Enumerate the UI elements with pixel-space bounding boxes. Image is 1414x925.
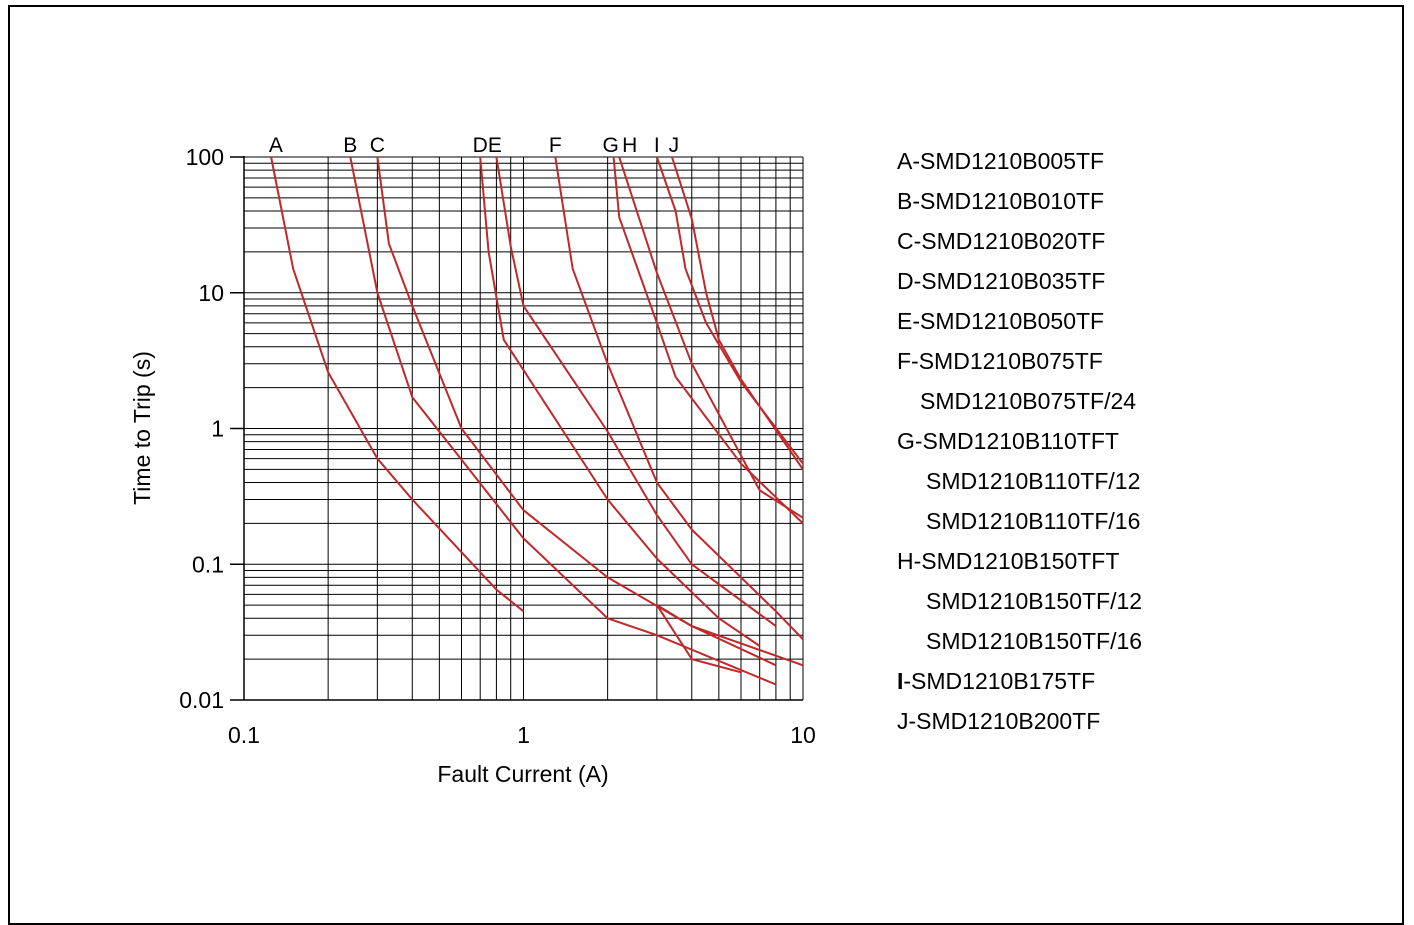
x-axis-label: Fault Current (A): [437, 761, 608, 787]
legend-item: SMD1210B075TF/24: [897, 387, 1142, 427]
series-line-j: [671, 156, 804, 470]
curve-label-h: H: [622, 134, 637, 157]
y-tick-label: 0.01: [179, 687, 224, 713]
series-line-i: [655, 156, 804, 465]
legend: A-SMD1210B005TF B-SMD1210B010TF C-SMD1210B…: [897, 147, 1142, 747]
legend-item-label: H-SMD1210B150TFT: [897, 548, 1120, 574]
legend-item: I-SMD1210B175TF: [897, 667, 1142, 707]
y-tick-label: 1: [211, 416, 224, 442]
series-line-c: [376, 156, 804, 667]
legend-item-label: F-SMD1210B075TF: [897, 348, 1103, 374]
series-line-f: [554, 156, 804, 640]
x-tick-label: 1: [517, 722, 530, 748]
series-line-d: [479, 156, 761, 647]
curve-label-a: A: [269, 134, 283, 157]
series-line-e: [495, 156, 777, 627]
legend-item: D-SMD1210B035TF: [897, 267, 1142, 307]
curve-label-e: E: [488, 134, 502, 157]
legend-item-label: SMD1210B075TF/24: [920, 388, 1137, 414]
legend-item: E-SMD1210B050TF: [897, 307, 1142, 347]
legend-item: SMD1210B150TF/12: [897, 587, 1142, 627]
legend-item: J-SMD1210B200TF: [897, 707, 1142, 747]
legend-item-label: D-SMD1210B035TF: [897, 268, 1106, 294]
legend-item: F-SMD1210B075TF: [897, 347, 1142, 387]
curve-label-g: G: [602, 134, 618, 157]
y-tick-label: 10: [198, 280, 224, 306]
series-line-b: [349, 156, 777, 686]
legend-item-lead: I: [897, 668, 904, 694]
legend-item: H-SMD1210B150TFT: [897, 547, 1142, 587]
legend-item: A-SMD1210B005TF: [897, 147, 1142, 187]
series-line-d-tail: [656, 604, 742, 674]
legend-item: SMD1210B110TF/12: [897, 467, 1142, 507]
series-line-a: [270, 156, 525, 613]
legend-item: SMD1210B110TF/16: [897, 507, 1142, 547]
x-tick-label: 10: [790, 722, 816, 748]
chart-series: [270, 156, 804, 686]
legend-item-label: A-SMD1210B005TF: [897, 148, 1105, 174]
curve-label-d: D: [473, 134, 488, 157]
curve-label-c: C: [370, 134, 385, 157]
legend-item-label: B-SMD1210B010TF: [897, 188, 1105, 214]
y-tick-label: 100: [186, 144, 224, 170]
x-tick-label: 0.1: [228, 722, 260, 748]
curve-label-j: J: [669, 134, 680, 157]
legend-item-label: SMD1210B150TF/16: [926, 628, 1143, 654]
series-line-g: [612, 156, 804, 525]
curve-label-i: I: [654, 134, 660, 157]
legend-item-label: G-SMD1210B110TFT: [897, 428, 1119, 454]
legend-item-label: C-SMD1210B020TF: [897, 228, 1106, 254]
legend-item: B-SMD1210B010TF: [897, 187, 1142, 227]
y-tick-label: 0.1: [192, 551, 224, 577]
legend-item-label: SMD1210B150TF/12: [926, 588, 1143, 614]
legend-item-label: J-SMD1210B200TF: [897, 708, 1101, 734]
series-line-e-tail: [656, 604, 777, 667]
legend-item: G-SMD1210B110TFT: [897, 427, 1142, 467]
legend-item-label: SMD1210B110TF/12: [926, 468, 1141, 494]
legend-item: SMD1210B150TF/16: [897, 627, 1142, 667]
legend-item-label: E-SMD1210B050TF: [897, 308, 1105, 334]
curve-label-f: F: [549, 134, 562, 157]
chart-grid: [243, 156, 804, 701]
series-line-h: [618, 156, 804, 519]
legend-item-label: -SMD1210B175TF: [903, 668, 1096, 694]
curve-label-b: B: [343, 134, 357, 157]
legend-item: C-SMD1210B020TF: [897, 227, 1142, 267]
legend-item-label: SMD1210B110TF/16: [926, 508, 1141, 534]
y-axis-label: Time to Trip (s): [129, 351, 155, 505]
